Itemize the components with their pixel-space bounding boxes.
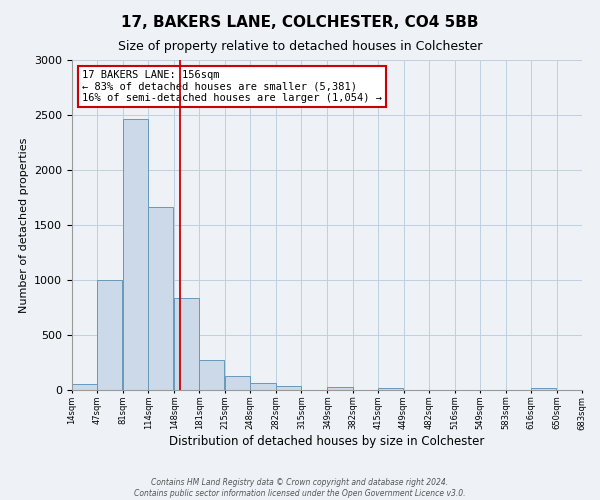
- Bar: [377, 388, 403, 390]
- Bar: [277, 386, 301, 390]
- Y-axis label: Number of detached properties: Number of detached properties: [19, 138, 29, 312]
- Text: Contains HM Land Registry data © Crown copyright and database right 2024.
Contai: Contains HM Land Registry data © Crown c…: [134, 478, 466, 498]
- X-axis label: Distribution of detached houses by size in Colchester: Distribution of detached houses by size …: [169, 435, 485, 448]
- Bar: [250, 384, 275, 390]
- Bar: [123, 120, 148, 390]
- Bar: [97, 280, 122, 390]
- Bar: [148, 208, 173, 390]
- Bar: [174, 298, 199, 390]
- Bar: [328, 386, 353, 390]
- Text: 17 BAKERS LANE: 156sqm
← 83% of detached houses are smaller (5,381)
16% of semi-: 17 BAKERS LANE: 156sqm ← 83% of detached…: [82, 70, 382, 103]
- Bar: [225, 376, 250, 390]
- Bar: [199, 360, 224, 390]
- Bar: [72, 384, 97, 390]
- Bar: [531, 388, 556, 390]
- Text: Size of property relative to detached houses in Colchester: Size of property relative to detached ho…: [118, 40, 482, 53]
- Text: 17, BAKERS LANE, COLCHESTER, CO4 5BB: 17, BAKERS LANE, COLCHESTER, CO4 5BB: [121, 15, 479, 30]
